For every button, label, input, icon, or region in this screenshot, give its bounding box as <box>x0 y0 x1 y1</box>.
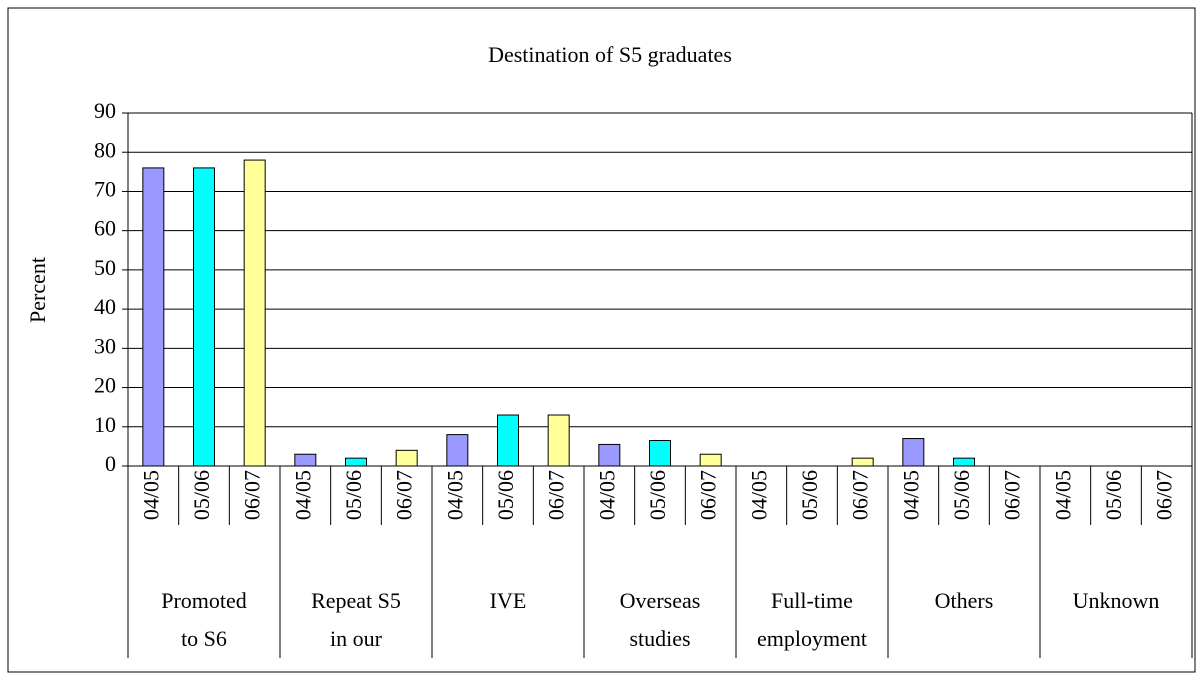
y-tick-label: 80 <box>94 137 116 162</box>
y-tick-label: 90 <box>94 98 116 123</box>
y-tick-label: 20 <box>94 373 116 398</box>
bar <box>902 438 925 467</box>
x-category-label: Promoted to S6 <box>161 588 247 651</box>
y-tick-label: 60 <box>94 216 116 241</box>
bar <box>345 457 367 467</box>
x-subcategory-label: 04/05 <box>138 470 163 520</box>
x-subcategory-label: 06/07 <box>240 470 265 520</box>
x-subcategory-label: 06/07 <box>544 470 569 520</box>
y-tick-label: 10 <box>94 412 116 437</box>
x-category-label: Full-time employment <box>757 588 867 651</box>
x-subcategory-label: 05/06 <box>341 470 366 520</box>
x-category-label: Unknown <box>1073 588 1160 613</box>
bar <box>395 449 418 467</box>
bar <box>497 414 519 467</box>
bar <box>953 457 975 467</box>
bar <box>649 440 671 467</box>
y-tick-label: 0 <box>105 451 116 476</box>
x-subcategory-label: 05/06 <box>949 470 974 520</box>
x-subcategory-label: 04/05 <box>1050 470 1075 520</box>
x-subcategory-label: 06/07 <box>848 470 873 520</box>
x-subcategory-label: 06/07 <box>1000 470 1025 520</box>
bar <box>851 457 874 467</box>
y-tick-label: 70 <box>94 176 116 201</box>
x-category-label: Overseas studies <box>620 588 701 651</box>
x-subcategory-label: 05/06 <box>493 470 518 520</box>
x-subcategory-label: 05/06 <box>1101 470 1126 520</box>
bar <box>446 434 469 467</box>
bar <box>142 167 165 467</box>
bar <box>598 443 621 467</box>
chart-border <box>7 7 1196 673</box>
bar <box>193 167 215 467</box>
y-axis-label: Percent <box>25 257 50 323</box>
x-subcategory-label: 04/05 <box>442 470 467 520</box>
y-tick-label: 30 <box>94 333 116 358</box>
y-tick-label: 50 <box>94 255 116 280</box>
x-subcategory-label: 05/06 <box>797 470 822 520</box>
x-subcategory-label: 05/06 <box>189 470 214 520</box>
x-subcategory-label: 05/06 <box>645 470 670 520</box>
bar <box>699 453 722 467</box>
x-subcategory-label: 06/07 <box>696 470 721 520</box>
chart-title: Destination of S5 graduates <box>488 42 732 67</box>
bar <box>243 159 266 467</box>
x-category-label: Repeat S5 in our <box>311 588 401 651</box>
x-subcategory-label: 04/05 <box>594 470 619 520</box>
x-subcategory-label: 04/05 <box>898 470 923 520</box>
x-subcategory-label: 04/05 <box>290 470 315 520</box>
x-category-label: Others <box>935 588 994 613</box>
x-category-label: IVE <box>490 588 527 613</box>
y-tick-label: 40 <box>94 294 116 319</box>
x-subcategory-label: 06/07 <box>392 470 417 520</box>
x-subcategory-label: 04/05 <box>746 470 771 520</box>
bar <box>294 453 317 467</box>
x-subcategory-label: 06/07 <box>1152 470 1177 520</box>
bar <box>547 414 570 467</box>
